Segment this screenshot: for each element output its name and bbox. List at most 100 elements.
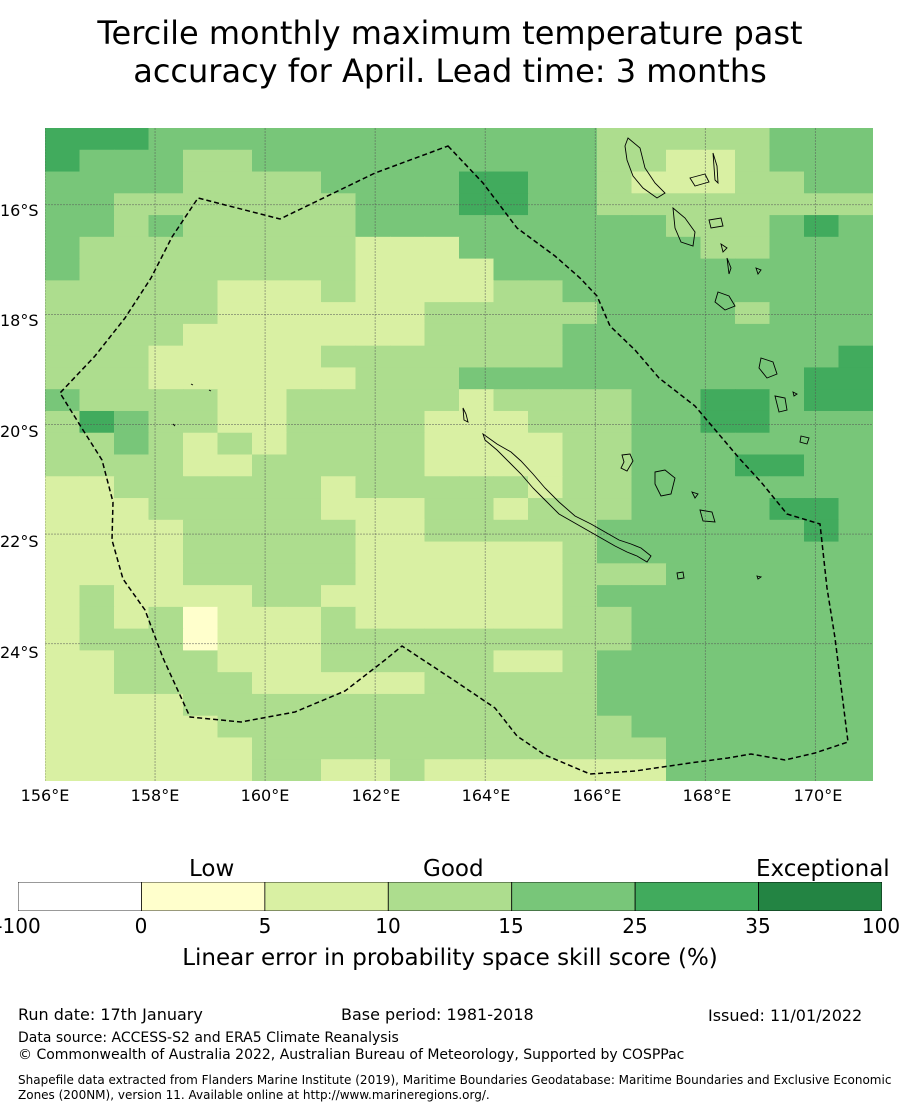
skill-cell xyxy=(45,563,81,586)
skill-cell xyxy=(562,345,598,369)
skill-cell xyxy=(459,759,495,781)
skill-cell xyxy=(459,367,495,390)
skill-cell xyxy=(321,236,357,260)
skill-cell xyxy=(597,302,633,325)
skill-cell xyxy=(79,149,115,173)
skill-cell xyxy=(114,236,150,260)
skill-cell xyxy=(114,171,150,194)
skill-cell xyxy=(562,519,598,543)
skill-cell xyxy=(735,715,771,739)
skill-cell xyxy=(79,323,115,347)
skill-cell xyxy=(252,606,288,630)
skill-cell xyxy=(769,280,805,303)
skill-cell xyxy=(114,149,150,173)
skill-cell xyxy=(183,737,219,760)
skill-cell xyxy=(597,410,633,434)
skill-cell xyxy=(459,498,495,521)
skill-cell xyxy=(321,389,357,412)
skill-cell xyxy=(493,215,529,238)
skill-cell xyxy=(321,519,357,543)
skill-cell xyxy=(769,432,805,456)
skill-map xyxy=(45,128,873,781)
skill-cell xyxy=(252,171,288,194)
skill-cell xyxy=(700,672,736,695)
skill-cell xyxy=(804,693,840,717)
skill-cell xyxy=(45,410,81,434)
skill-cell xyxy=(45,737,81,760)
skill-cell xyxy=(217,606,253,630)
skill-cell xyxy=(493,323,529,347)
skill-cell xyxy=(666,432,702,456)
skill-cell xyxy=(183,193,219,216)
skill-cell xyxy=(252,563,288,586)
skill-cell xyxy=(286,367,322,390)
skill-cell xyxy=(148,193,184,216)
skill-cell xyxy=(217,258,253,281)
skill-cell xyxy=(666,628,702,651)
skill-cell xyxy=(355,171,391,194)
ambrym-island xyxy=(708,217,724,229)
skill-cell xyxy=(769,737,805,760)
skill-cell xyxy=(735,258,771,281)
colorbar-category-low: Low xyxy=(189,856,235,882)
map-title-line-1: Tercile monthly maximum temperature past xyxy=(97,14,803,52)
skill-cell xyxy=(700,650,736,673)
skill-cell xyxy=(528,280,564,303)
skill-cell xyxy=(252,432,288,456)
skill-cell xyxy=(631,715,667,739)
x-tick-156e: 156°E xyxy=(20,786,70,805)
skill-cell xyxy=(700,149,736,173)
skill-cell xyxy=(838,280,873,303)
skill-cell xyxy=(252,498,288,521)
skill-cell xyxy=(838,389,873,412)
skill-cell xyxy=(355,149,391,173)
skill-cell xyxy=(804,759,840,781)
skill-cell xyxy=(45,432,81,456)
skill-cell xyxy=(631,606,667,630)
skill-cell xyxy=(666,715,702,739)
skill-cell xyxy=(286,628,322,651)
skill-cell xyxy=(459,519,495,543)
skill-cell xyxy=(217,236,253,260)
skill-cell xyxy=(597,650,633,673)
skill-cell xyxy=(562,128,598,151)
skill-cell xyxy=(252,236,288,260)
skill-cell xyxy=(700,715,736,739)
skill-cell xyxy=(79,128,115,151)
skill-cell xyxy=(114,606,150,630)
colorbar-swatches xyxy=(18,882,882,911)
skill-cell xyxy=(45,149,81,173)
skill-cell xyxy=(804,280,840,303)
skill-cell xyxy=(700,498,736,521)
new-caledonia-island xyxy=(482,432,652,563)
skill-cell xyxy=(493,258,529,281)
skill-cell xyxy=(424,236,460,260)
skill-cell xyxy=(459,606,495,630)
skill-cell xyxy=(286,323,322,347)
skill-cell xyxy=(700,389,736,412)
tiga-island xyxy=(691,491,699,499)
skill-cell xyxy=(597,432,633,456)
skill-cell xyxy=(735,389,771,412)
skill-cell xyxy=(493,585,529,608)
skill-cell xyxy=(321,672,357,695)
skill-cell xyxy=(252,541,288,564)
skill-cell xyxy=(355,672,391,695)
skill-cell xyxy=(424,389,460,412)
skill-cell xyxy=(390,585,426,608)
skill-cell xyxy=(183,302,219,325)
skill-cell xyxy=(183,563,219,586)
skill-cell xyxy=(355,606,391,630)
skill-cell xyxy=(114,215,150,238)
colorbar-swatch xyxy=(18,882,142,911)
skill-cell xyxy=(45,302,81,325)
skill-cell xyxy=(666,389,702,412)
colorbar-category-good: Good xyxy=(423,856,484,882)
skill-cell xyxy=(114,258,150,281)
skill-cell xyxy=(390,410,426,434)
skill-cell xyxy=(735,519,771,543)
skill-cell xyxy=(252,323,288,347)
skill-cell xyxy=(666,258,702,281)
skill-cell xyxy=(597,258,633,281)
skill-cell xyxy=(528,519,564,543)
